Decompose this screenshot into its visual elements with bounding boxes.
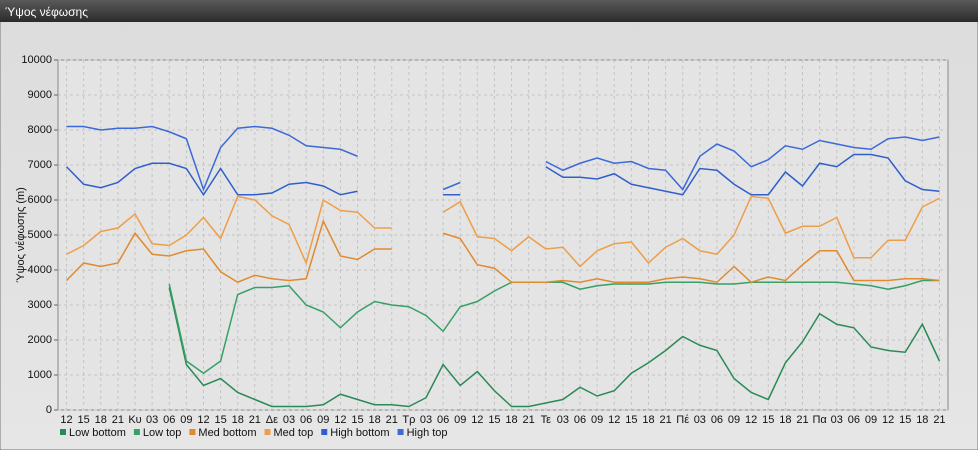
y-tick-label: 9000 <box>28 89 52 101</box>
x-tick-label: 03 <box>283 414 295 426</box>
y-tick-label: 6000 <box>28 194 52 206</box>
x-tick-label: 09 <box>317 414 329 426</box>
x-tick-label: 18 <box>369 414 381 426</box>
series-line <box>66 195 940 268</box>
x-tick-label: 21 <box>523 414 535 426</box>
x-tick-label: 21 <box>659 414 671 426</box>
x-tick-label: 03 <box>420 414 432 426</box>
x-tick-label: 18 <box>232 414 244 426</box>
x-tick-label: 03 <box>694 414 706 426</box>
legend-swatch <box>321 429 328 435</box>
legend-label: Low top <box>143 427 182 439</box>
x-tick-label: 15 <box>625 414 637 426</box>
x-tick-label: 15 <box>762 414 774 426</box>
x-tick-label: 09 <box>591 414 603 426</box>
x-tick-label: 12 <box>608 414 620 426</box>
y-tick-label: 4000 <box>28 264 52 276</box>
x-tick-label: 15 <box>78 414 90 426</box>
legend-swatch <box>133 429 140 435</box>
x-tick-label: 12 <box>745 414 757 426</box>
x-tick-label: 06 <box>300 414 312 426</box>
x-tick-label: 09 <box>865 414 877 426</box>
window-title: Ύψος νέφωσης <box>5 5 88 19</box>
x-tick-label: 03 <box>146 414 158 426</box>
x-tick-label: 21 <box>933 414 945 426</box>
x-tick-label: Τε <box>541 414 552 426</box>
x-tick-label: Δε <box>266 414 278 426</box>
legend-label: High top <box>407 427 448 439</box>
title-bar <box>0 0 978 22</box>
x-tick-label: 18 <box>95 414 107 426</box>
legend-label: High bottom <box>330 427 389 439</box>
x-tick-label: 06 <box>574 414 586 426</box>
series-line <box>168 279 940 375</box>
x-tick-label: 12 <box>882 414 894 426</box>
y-tick-label: 2000 <box>28 334 52 346</box>
series-line <box>66 153 940 197</box>
x-tick-label: 15 <box>214 414 226 426</box>
x-tick-label: 21 <box>249 414 261 426</box>
x-tick-label: 12 <box>334 414 346 426</box>
legend-swatch <box>60 429 66 435</box>
x-tick-label: 09 <box>454 414 466 426</box>
y-axis-label: Ύψος νέφωσης (m) <box>15 187 27 283</box>
x-tick-label: Πέ <box>676 414 689 426</box>
y-tick-label: 5000 <box>28 229 52 241</box>
x-tick-label: 21 <box>386 414 398 426</box>
legend-label: Med top <box>274 427 314 439</box>
y-tick-label: 7000 <box>28 159 52 171</box>
series-line <box>66 218 940 284</box>
x-tick-label: 18 <box>916 414 928 426</box>
y-tick-label: 0 <box>46 404 52 416</box>
legend-swatch <box>189 429 196 435</box>
x-tick-label: 09 <box>728 414 740 426</box>
x-tick-label: 15 <box>351 414 363 426</box>
series-line <box>66 125 940 192</box>
x-tick-label: 21 <box>796 414 808 426</box>
x-tick-label: 06 <box>163 414 175 426</box>
x-tick-label: 09 <box>180 414 192 426</box>
x-tick-label: Τρ <box>402 414 415 426</box>
x-tick-label: 18 <box>779 414 791 426</box>
y-tick-label: 8000 <box>28 124 52 136</box>
x-tick-label: 12 <box>60 414 72 426</box>
x-tick-label: Κυ <box>128 414 141 426</box>
x-tick-label: 18 <box>505 414 517 426</box>
x-tick-label: 03 <box>831 414 843 426</box>
x-tick-label: 12 <box>197 414 209 426</box>
y-tick-label: 1000 <box>28 369 52 381</box>
x-tick-label: 06 <box>711 414 723 426</box>
x-tick-label: 12 <box>471 414 483 426</box>
legend-swatch <box>397 429 404 435</box>
series-line <box>168 287 941 408</box>
x-tick-label: 18 <box>642 414 654 426</box>
legend-label: Med bottom <box>198 427 256 439</box>
x-tick-label: 21 <box>112 414 124 426</box>
x-tick-label: 03 <box>557 414 569 426</box>
x-tick-label: 06 <box>437 414 449 426</box>
x-tick-label: 15 <box>899 414 911 426</box>
y-tick-label: 10000 <box>21 54 52 66</box>
x-tick-label: 06 <box>848 414 860 426</box>
x-tick-label: 15 <box>488 414 500 426</box>
y-tick-label: 3000 <box>28 299 52 311</box>
x-tick-label: Πα <box>812 414 827 426</box>
legend-label: Low bottom <box>69 427 126 439</box>
legend-swatch <box>264 429 271 435</box>
